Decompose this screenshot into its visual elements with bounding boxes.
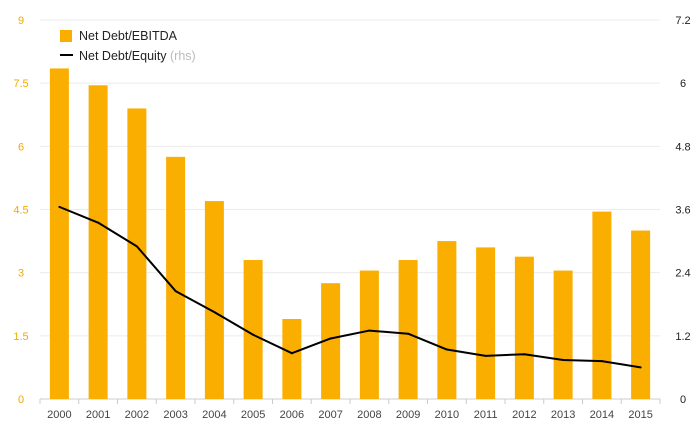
y-right-tick-label: 3.6: [675, 205, 690, 217]
x-tick-label: 2008: [357, 409, 381, 421]
line-point-2004: [213, 311, 216, 314]
line-point-2008: [368, 329, 371, 332]
line-point-2000: [58, 205, 61, 208]
bar-2000: [49, 68, 69, 399]
y-right-tick-label: 0: [680, 394, 686, 406]
x-tick-label: 2011: [474, 409, 498, 421]
y-left-tick-label: 9: [18, 15, 24, 27]
y-left-tick-label: 3: [18, 268, 24, 280]
x-tick-label: 2000: [47, 409, 71, 421]
x-tick-label: 2009: [396, 409, 420, 421]
y-right-tick-label: 2.4: [675, 268, 690, 280]
legend-label-line: Net Debt/Equity (rhs): [79, 49, 196, 63]
x-tick-label: 2005: [241, 409, 265, 421]
line-point-2001: [97, 221, 100, 224]
y-left-tick-label: 6: [18, 141, 24, 153]
bar-2009: [398, 260, 418, 399]
bar-2005: [243, 260, 263, 399]
bar-2008: [359, 270, 379, 399]
line-point-2015: [639, 366, 642, 369]
line-point-2003: [174, 290, 177, 293]
legend-swatch-bar: [60, 30, 72, 42]
x-tick-label: 2003: [163, 409, 187, 421]
line-net-debt-equity: [58, 205, 641, 369]
bar-2006: [282, 318, 302, 399]
x-tick-label: 2010: [435, 409, 459, 421]
bar-2012: [514, 256, 534, 399]
x-tick-label: 2012: [512, 409, 536, 421]
bar-2003: [166, 156, 186, 399]
line-point-2013: [562, 359, 565, 362]
line-point-2007: [329, 337, 332, 340]
bar-2004: [204, 201, 224, 399]
bar-2015: [631, 230, 651, 399]
x-tick-label: 2015: [628, 409, 652, 421]
line-point-2012: [523, 353, 526, 356]
line-point-2014: [600, 360, 603, 363]
line-point-2011: [484, 354, 487, 357]
y-left-tick-label: 7.5: [13, 78, 28, 90]
bar-2002: [127, 108, 147, 399]
y-left-tick-label: 4.5: [13, 205, 28, 217]
x-tick-label: 2013: [551, 409, 575, 421]
bar-2011: [476, 247, 496, 399]
line-point-2005: [252, 333, 255, 336]
line-point-2002: [135, 245, 138, 248]
x-tick-label: 2006: [280, 409, 304, 421]
legend-label-bar: Net Debt/EBITDA: [79, 29, 178, 43]
line-point-2009: [407, 332, 410, 335]
y-right-tick-label: 4.8: [675, 141, 690, 153]
x-tick-label: 2002: [125, 409, 149, 421]
y-right-tick-label: 6: [680, 78, 686, 90]
x-tick-label: 2001: [86, 409, 110, 421]
bar-2007: [321, 283, 341, 399]
bar-2013: [553, 270, 573, 399]
y-right-tick-label: 1.2: [675, 331, 690, 343]
bar-2010: [437, 241, 457, 399]
bar-2001: [88, 85, 108, 400]
line-point-2010: [445, 348, 448, 351]
y-right-tick-label: 7.2: [675, 15, 690, 27]
y-left-tick-label: 0: [18, 394, 24, 406]
bar-2014: [592, 211, 612, 399]
x-tick-label: 2007: [318, 409, 342, 421]
x-tick-label: 2014: [590, 409, 614, 421]
x-tick-label: 2004: [202, 409, 226, 421]
y-left-tick-label: 1.5: [13, 331, 28, 343]
line-point-2006: [290, 352, 293, 355]
legend-label-line-note: (rhs): [170, 49, 196, 63]
legend-label-line-name: Net Debt/Equity: [79, 49, 170, 63]
